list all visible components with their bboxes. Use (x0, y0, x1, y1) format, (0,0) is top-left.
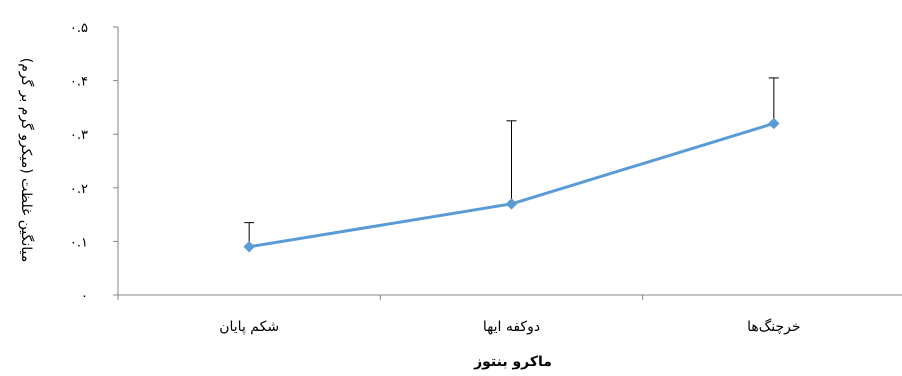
data-point-marker (243, 241, 255, 253)
y-tick-label: ۰.۳ (70, 128, 88, 143)
x-category-label: دوکفه ایها (483, 319, 540, 335)
data-point-marker (505, 198, 518, 210)
y-tick-label: ۰.۲ (70, 182, 88, 197)
x-category-label: خرچنگ‌ها (747, 318, 800, 335)
x-category-label: شکم پایان (219, 319, 279, 335)
x-axis-ticks: شکم پایان دوکفه ایها خرچنگ‌ها (117, 295, 801, 335)
y-tick-label: ۰ (81, 289, 88, 304)
data-points (243, 117, 780, 253)
y-axis-ticks: ۰ ۰.۱ ۰.۲ ۰.۳ ۰.۴ ۰.۵ (70, 21, 118, 304)
y-tick-label: ۰.۱ (70, 235, 88, 250)
plot-area: ۰ ۰.۱ ۰.۲ ۰.۳ ۰.۴ ۰.۵ شکم پایان دوکفه ایها خرچن… (70, 21, 902, 335)
error-bars (244, 77, 779, 247)
y-tick-label: ۰.۵ (70, 21, 88, 36)
data-point-marker (768, 117, 780, 130)
y-axis-title: میانگین غلظت (میکرو گرم بر گرم) (18, 58, 35, 263)
x-axis-title: ماکرو بنتوز (473, 354, 552, 370)
y-tick-label: ۰.۴ (70, 75, 88, 90)
